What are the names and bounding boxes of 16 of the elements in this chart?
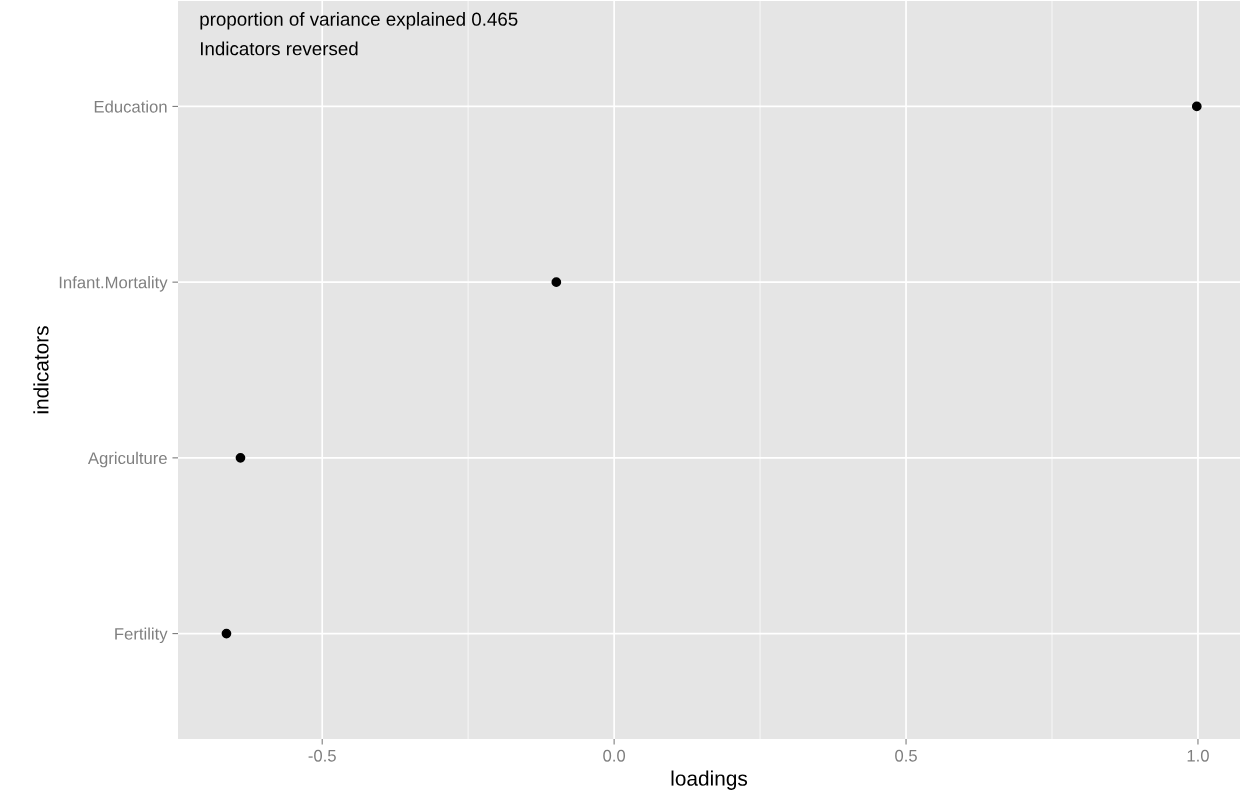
x-tick-label: 1.0	[1187, 749, 1209, 762]
y-tick-label: Agriculture	[87, 451, 167, 468]
x-tick-label: 0.5	[895, 749, 917, 762]
y-tick-label: Education	[94, 100, 167, 113]
point	[235, 452, 246, 463]
x-tick-label: -0.5	[308, 749, 336, 762]
annotation: proportion of variance explained 0.465	[200, 12, 518, 30]
point	[1191, 101, 1202, 112]
annotation: Indicators reversed	[200, 41, 358, 56]
y-tick-label: Infant.Mortality	[59, 276, 168, 292]
point	[551, 277, 562, 288]
x-tick-label: 0.0	[603, 749, 626, 762]
y-tick-label: Fertility	[115, 627, 168, 644]
y-axis-title: indicators	[33, 326, 49, 414]
point	[221, 628, 232, 639]
x-axis-title: loadings	[671, 770, 748, 790]
